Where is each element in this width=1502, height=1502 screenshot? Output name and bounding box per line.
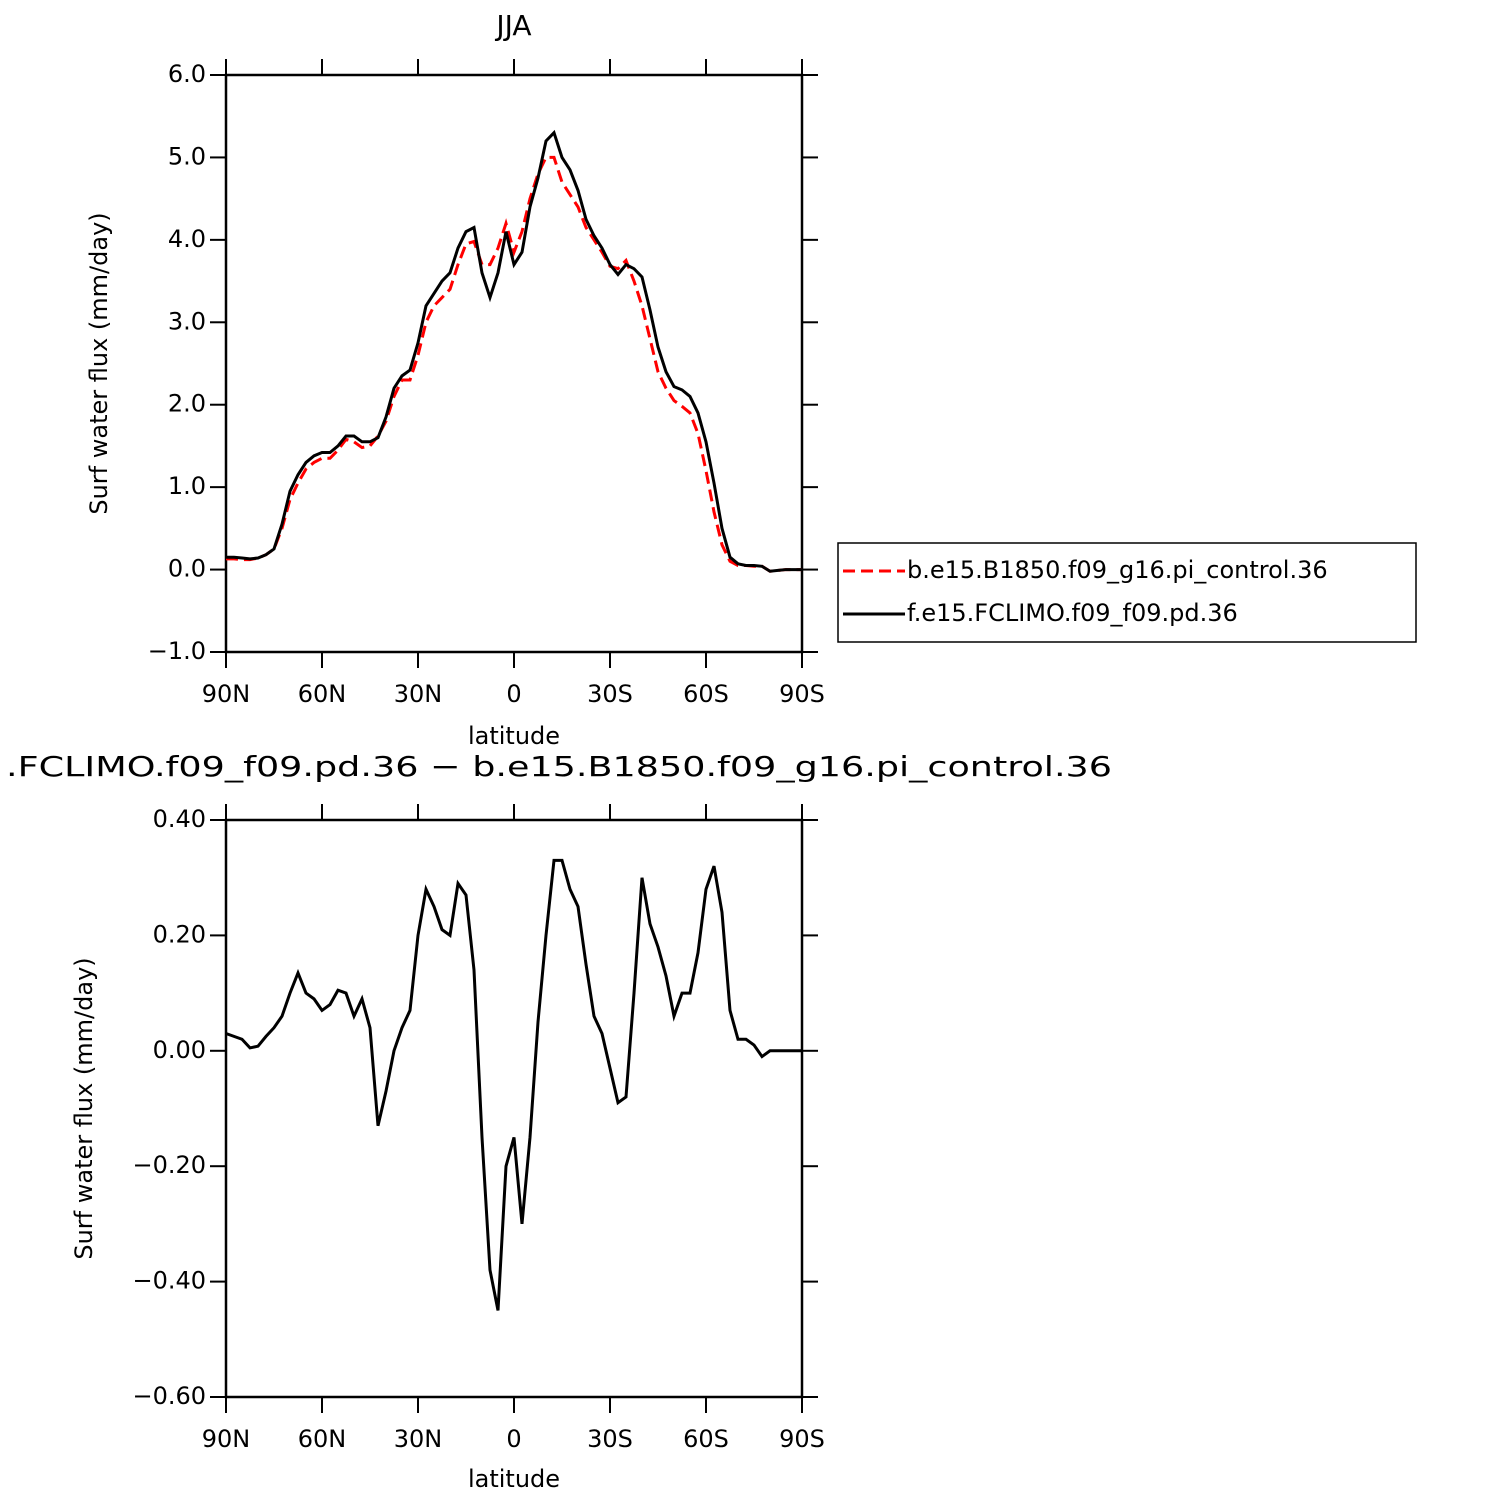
plot-frame xyxy=(224,73,804,654)
x-tick-label: 90N xyxy=(202,680,251,708)
x-tick-label: 60S xyxy=(683,680,729,708)
y-tick-label: 5.0 xyxy=(168,142,206,170)
y-tick-label: 2.0 xyxy=(168,390,206,418)
x-tick-label: 60N xyxy=(298,1425,347,1453)
y-tick-label: −0.40 xyxy=(132,1267,206,1295)
legend-label: b.e15.B1850.f09_g16.pi_control.36 xyxy=(907,556,1328,584)
x-tick-label: 60S xyxy=(683,1425,729,1453)
y-tick-label: 1.0 xyxy=(168,472,206,500)
x-tick-label: 0 xyxy=(506,680,521,708)
x-axis-label: latitude xyxy=(468,1465,560,1493)
y-tick-label: 0.00 xyxy=(153,1036,206,1064)
x-tick-label: 90N xyxy=(202,1425,251,1453)
y-tick-label: −0.60 xyxy=(132,1382,206,1410)
legend-label: f.e15.FCLIMO.f09_f09.pd.36 xyxy=(907,599,1238,627)
data-line xyxy=(226,155,802,573)
y-tick-label: 0.20 xyxy=(153,920,206,948)
y-tick-label: −1.0 xyxy=(148,637,206,665)
x-tick-label: 30N xyxy=(394,1425,443,1453)
plot-frame xyxy=(224,818,804,1399)
y-tick-label: −0.20 xyxy=(132,1151,206,1179)
y-tick-label: 0.0 xyxy=(168,555,206,583)
y-axis-label: Surf water flux (mm/day) xyxy=(70,957,98,1259)
y-tick-label: 3.0 xyxy=(168,307,206,335)
x-tick-label: 30S xyxy=(587,680,633,708)
x-tick-label: 60N xyxy=(298,680,347,708)
x-tick-label: 30S xyxy=(587,1425,633,1453)
x-tick-label: 90S xyxy=(779,1425,825,1453)
chart-title: JJA xyxy=(494,9,531,42)
y-tick-label: 6.0 xyxy=(168,60,206,88)
data-line xyxy=(226,129,802,573)
x-tick-label: 90S xyxy=(779,680,825,708)
x-tick-label: 0 xyxy=(506,1425,521,1453)
y-axis-label: Surf water flux (mm/day) xyxy=(85,212,113,514)
x-axis-label: latitude xyxy=(468,722,560,750)
data-line xyxy=(225,858,802,1311)
chart-title: .FCLIMO.f09_f09.pd.36 − b.e15.B1850.f09_… xyxy=(6,750,1112,783)
x-tick-label: 30N xyxy=(394,680,443,708)
y-tick-label: 4.0 xyxy=(168,225,206,253)
legend-box xyxy=(837,542,1417,643)
y-tick-label: 0.40 xyxy=(153,805,206,833)
